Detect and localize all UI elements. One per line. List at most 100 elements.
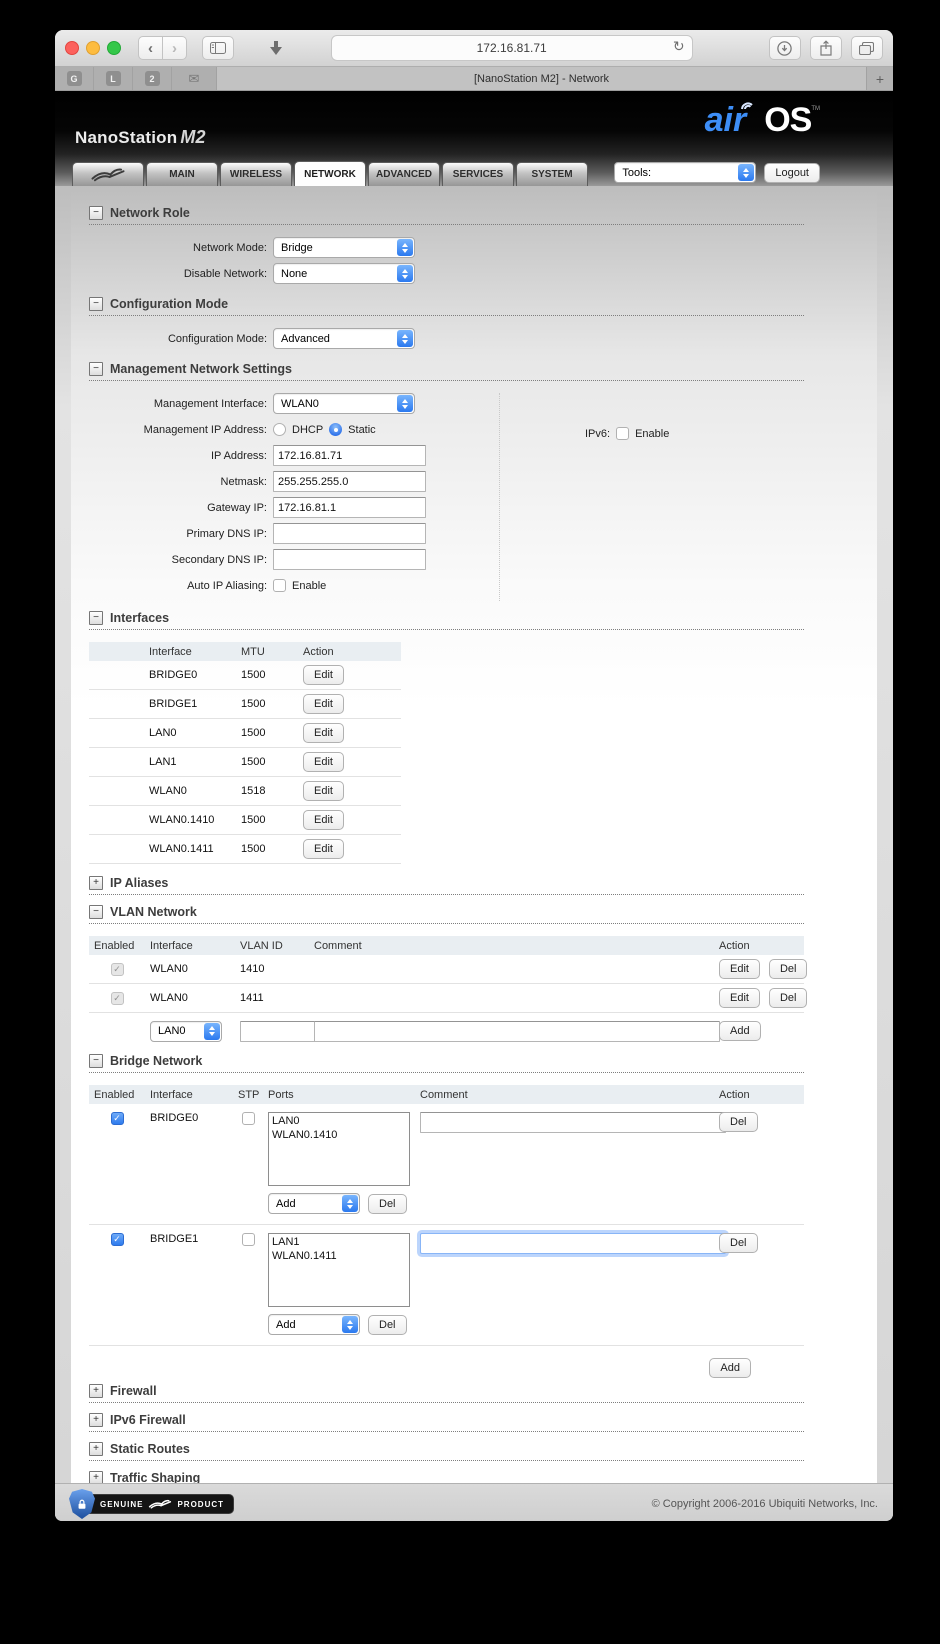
expand-icon[interactable]: + [89, 1442, 103, 1456]
collapse-icon[interactable]: − [89, 297, 103, 311]
ipv6-enable-label: Enable [635, 427, 670, 440]
edit-button[interactable]: Edit [303, 694, 344, 714]
expand-icon[interactable]: + [89, 1384, 103, 1398]
edit-button[interactable]: Edit [303, 781, 344, 801]
vlan-add-interface-select[interactable]: LAN0 [150, 1020, 222, 1042]
plus-icon: + [875, 70, 885, 87]
port-add-select[interactable]: Add [268, 1314, 360, 1335]
bridge-comment-input[interactable] [420, 1112, 726, 1133]
stp-checkbox[interactable] [241, 1233, 255, 1246]
auto-ip-aliasing-checkbox[interactable] [273, 579, 286, 592]
tab-advanced[interactable]: ADVANCED [368, 162, 440, 186]
logout-button[interactable]: Logout [764, 162, 820, 183]
tab-home[interactable] [72, 162, 144, 186]
collapse-icon[interactable]: − [89, 206, 103, 220]
del-button[interactable]: Del [768, 988, 808, 1008]
edit-button[interactable]: Edit [719, 988, 760, 1008]
tab-wireless[interactable]: WIRELESS [220, 162, 292, 186]
section-title: IP Aliases [110, 876, 169, 890]
browser-tab-title: [NanoStation M2] - Network [473, 72, 610, 85]
bridge-ports-listbox[interactable]: LAN0 WLAN0.1410 [268, 1112, 410, 1186]
del-button[interactable]: Del [768, 959, 808, 979]
edit-button[interactable]: Edit [303, 839, 344, 859]
edit-button[interactable]: Edit [303, 665, 344, 685]
bridge-comment-input-focused[interactable] [420, 1233, 726, 1254]
close-window-button[interactable] [65, 41, 79, 55]
active-browser-tab[interactable]: [NanoStation M2] - Network [217, 67, 866, 90]
port-add-select[interactable]: Add [268, 1193, 360, 1214]
bridge-enabled-checkbox[interactable]: ✓ [110, 1112, 124, 1125]
extension-download-button[interactable] [263, 37, 289, 59]
management-interface-value: WLAN0 [281, 397, 319, 410]
tab-network[interactable]: NETWORK [294, 161, 366, 186]
tab-overview-button[interactable] [850, 36, 883, 60]
tab-system[interactable]: SYSTEM [516, 162, 588, 186]
pinned-tab-g[interactable]: G [55, 67, 94, 90]
forward-button[interactable]: › [163, 36, 187, 60]
edit-button[interactable]: Edit [303, 810, 344, 830]
configuration-mode-select[interactable]: Advanced [273, 328, 415, 349]
management-interface-select[interactable]: WLAN0 [273, 393, 415, 414]
static-radio[interactable] [329, 423, 343, 436]
interface-name: LAN0 [149, 727, 177, 739]
url-address-field[interactable]: 172.16.81.71 ↻ [330, 35, 693, 61]
disable-network-select[interactable]: None [273, 263, 415, 284]
downloads-button[interactable] [768, 36, 801, 60]
gateway-ip-input[interactable] [273, 497, 426, 518]
add-bridge-button[interactable]: Add [709, 1358, 751, 1378]
zoom-window-button[interactable] [107, 41, 121, 55]
pinned-tab-mail[interactable]: ✉ [172, 67, 217, 90]
vlan-add-comment-input[interactable] [314, 1020, 720, 1042]
port-item[interactable]: WLAN0.1410 [272, 1129, 338, 1141]
pinned-tab-2[interactable]: 2 [133, 67, 172, 90]
port-item[interactable]: LAN1 [272, 1236, 300, 1248]
tools-select[interactable]: Tools: [614, 162, 757, 183]
ipv6-enable-checkbox[interactable] [616, 427, 630, 440]
expand-icon[interactable]: + [89, 876, 103, 890]
new-tab-button[interactable]: + [866, 67, 893, 90]
section-title: Bridge Network [110, 1054, 203, 1068]
minimize-window-button[interactable] [86, 41, 100, 55]
netmask-input[interactable] [273, 471, 426, 492]
pinned-tab-l[interactable]: L [94, 67, 133, 90]
ipv6-label: IPv6: [585, 427, 611, 440]
refresh-icon[interactable]: ↻ [672, 38, 685, 54]
primary-dns-input[interactable] [273, 523, 426, 544]
dhcp-radio[interactable] [273, 423, 286, 436]
port-del-button[interactable]: Del [368, 1193, 407, 1214]
bridge-enabled-checkbox[interactable]: ✓ [110, 1233, 124, 1246]
share-button[interactable] [809, 36, 842, 60]
interfaces-table-header: Interface MTU Action [89, 642, 401, 661]
edit-button[interactable]: Edit [303, 752, 344, 772]
tab-main[interactable]: MAIN [146, 162, 218, 186]
expand-icon[interactable]: + [89, 1471, 103, 1483]
stp-checkbox[interactable] [241, 1112, 255, 1125]
del-button[interactable]: Del [719, 1112, 758, 1132]
collapse-icon[interactable]: − [89, 1054, 103, 1068]
tab-services[interactable]: SERVICES [442, 162, 514, 186]
expand-icon[interactable]: + [89, 1413, 103, 1427]
management-ip-mode-label: Management IP Address: [143, 423, 267, 436]
sidebar-toggle-button[interactable] [202, 36, 234, 60]
add-button[interactable]: Add [719, 1021, 761, 1041]
secondary-dns-input[interactable] [273, 549, 426, 570]
edit-button[interactable]: Edit [719, 959, 760, 979]
collapse-icon[interactable]: − [89, 611, 103, 625]
netmask-label: Netmask: [220, 475, 267, 488]
edit-button[interactable]: Edit [303, 723, 344, 743]
vlan-enabled-checkbox[interactable]: ✓ [110, 962, 124, 976]
collapse-icon[interactable]: − [89, 362, 103, 376]
device-name: NanoStation M2 [75, 127, 206, 148]
vlan-enabled-checkbox[interactable]: ✓ [110, 991, 124, 1005]
port-item[interactable]: LAN0 [272, 1115, 300, 1127]
del-button[interactable]: Del [719, 1233, 758, 1253]
port-item[interactable]: WLAN0.1411 [272, 1250, 337, 1262]
ip-address-input[interactable] [273, 445, 426, 466]
bridge-ports-listbox[interactable]: LAN1 WLAN0.1411 [268, 1233, 410, 1307]
back-button[interactable]: ‹ [138, 36, 163, 60]
collapse-icon[interactable]: − [89, 905, 103, 919]
vlan-add-id-input[interactable] [240, 1020, 320, 1042]
port-del-button[interactable]: Del [368, 1314, 407, 1335]
secondary-dns-label: Secondary DNS IP: [171, 553, 267, 566]
network-mode-select[interactable]: Bridge [273, 237, 415, 258]
